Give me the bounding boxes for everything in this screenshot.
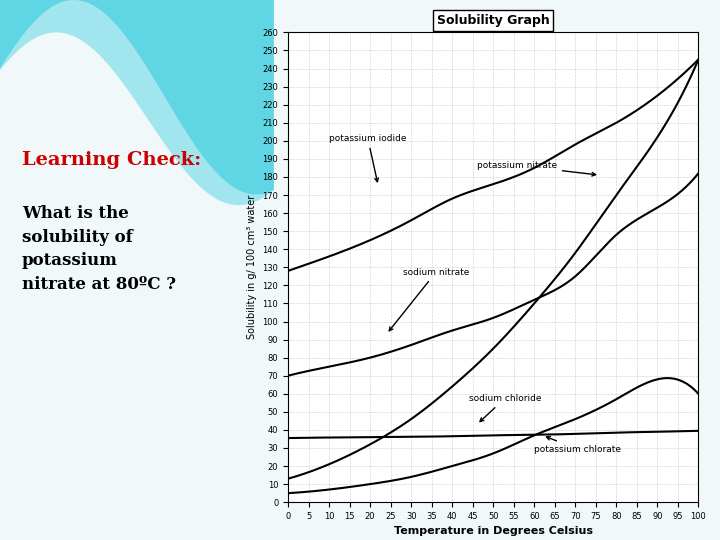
Text: sodium nitrate: sodium nitrate: [390, 267, 469, 331]
Y-axis label: Solubility in g/ 100 cm³ water: Solubility in g/ 100 cm³ water: [247, 195, 257, 340]
Text: potassium nitrate: potassium nitrate: [477, 161, 595, 176]
Title: Solubility Graph: Solubility Graph: [437, 14, 549, 27]
X-axis label: Temperature in Degrees Celsius: Temperature in Degrees Celsius: [394, 526, 593, 536]
PathPatch shape: [0, 0, 274, 194]
Text: potassium iodide: potassium iodide: [329, 134, 407, 182]
Text: Learning Check:: Learning Check:: [22, 151, 201, 169]
PathPatch shape: [0, 0, 274, 205]
Text: What is the
solubility of
potassium
nitrate at 80ºC ?: What is the solubility of potassium nitr…: [22, 205, 176, 293]
Text: potassium chlorate: potassium chlorate: [534, 436, 621, 454]
Text: sodium chloride: sodium chloride: [469, 394, 541, 422]
